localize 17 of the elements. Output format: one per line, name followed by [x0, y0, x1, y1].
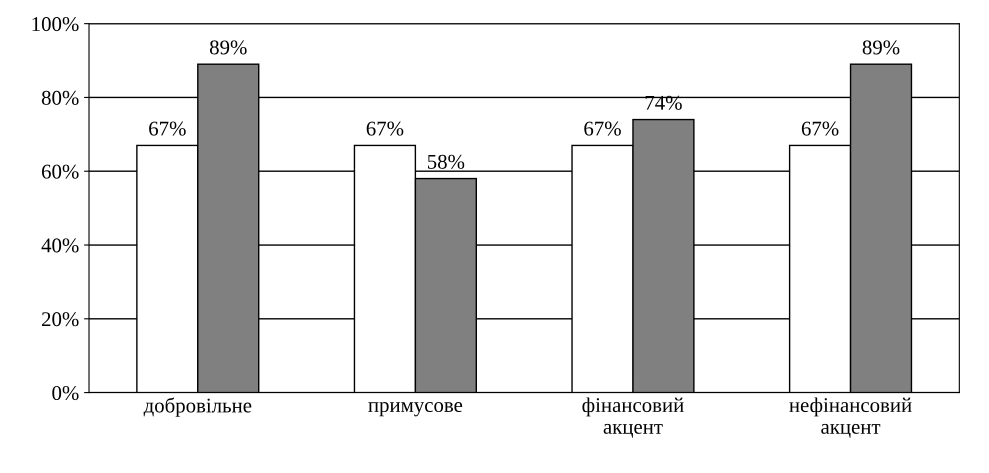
data-label: 67%	[802, 122, 838, 136]
data-label: 67%	[366, 122, 404, 136]
data-label: 67%	[149, 122, 186, 136]
data-label: 58%	[428, 154, 464, 169]
data-label: 89%	[210, 40, 247, 55]
x-tick-label: нефінансовий акцент	[789, 397, 912, 438]
y-tick-label: 60%	[42, 164, 79, 179]
x-tick-label: добровільне	[144, 397, 252, 417]
x-tick-label: примусове	[368, 402, 462, 416]
y-tick-label: 80%	[42, 90, 79, 105]
y-tick-label: 20%	[42, 312, 79, 326]
x-tick-label: фінансовий акцент	[582, 397, 684, 438]
y-tick-label: 0%	[52, 386, 79, 400]
data-label: 67%	[584, 122, 621, 136]
y-tick-label: 40%	[42, 238, 79, 253]
data-label: 89%	[862, 40, 900, 55]
y-tick-label: 100%	[32, 17, 79, 32]
